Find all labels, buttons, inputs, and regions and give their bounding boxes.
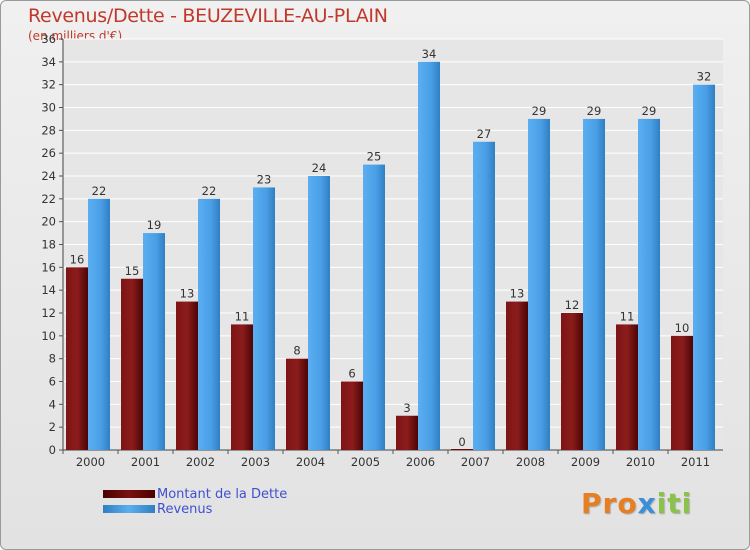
data-label-revenue: 32 [697,70,712,84]
y-tick-label: 24 [41,169,56,183]
data-label-debt: 13 [510,287,525,301]
x-tick-label: 2003 [241,455,270,469]
y-tick-label: 16 [41,260,56,274]
bar-debt [616,324,638,450]
data-label-debt: 11 [235,309,250,323]
bar-revenue [308,176,330,450]
bar-debt [561,313,583,450]
data-label-revenue: 29 [642,104,657,118]
bar-debt [176,301,198,450]
legend-swatch-revenue [103,505,155,513]
bar-revenue [253,187,275,450]
x-tick-label: 2011 [681,455,710,469]
legend-swatch-debt [103,490,155,498]
y-tick-label: 12 [41,306,56,320]
bar-debt [66,267,88,450]
data-label-revenue: 24 [312,161,327,175]
bar-debt [231,324,253,450]
y-tick-label: 30 [41,101,56,115]
y-tick-label: 10 [41,329,56,343]
y-tick-label: 20 [41,215,56,229]
data-label-debt: 15 [125,264,140,278]
legend-label-debt: Montant de la Dette [157,487,288,502]
y-tick-label: 26 [41,146,56,160]
data-label-revenue: 19 [147,218,162,232]
bar-revenue [693,84,715,451]
y-tick-label: 8 [49,352,56,366]
bar-revenue [198,198,220,450]
x-tick-label: 2004 [296,455,325,469]
bar-debt [671,335,693,450]
y-tick-label: 34 [41,55,56,69]
x-tick-label: 2002 [186,455,215,469]
data-label-debt: 16 [70,252,85,266]
bar-revenue [638,118,660,451]
bar-revenue [528,118,550,451]
x-tick-label: 2006 [406,455,435,469]
bar-revenue [418,61,440,450]
y-tick-label: 18 [41,238,56,252]
bar-revenue [143,233,165,450]
bar-revenue [363,164,385,451]
x-tick-label: 2000 [76,455,105,469]
bar-revenue [88,198,110,450]
data-label-debt: 11 [620,309,635,323]
data-label-debt: 6 [348,367,355,381]
bar-debt [341,381,363,450]
y-tick-label: 0 [49,443,56,457]
x-tick-label: 2005 [351,455,380,469]
data-label-debt: 13 [180,287,195,301]
y-tick-label: 4 [49,397,56,411]
bar-revenue [583,118,605,451]
bar-debt [396,415,418,450]
y-tick-label: 32 [41,78,56,92]
data-label-revenue: 22 [92,184,107,198]
bar-revenue [473,141,495,450]
data-label-debt: 10 [675,321,690,335]
x-tick-label: 2007 [461,455,490,469]
x-tick-label: 2009 [571,455,600,469]
data-label-debt: 12 [565,298,580,312]
data-label-debt: 8 [293,344,300,358]
x-tick-label: 2010 [626,455,655,469]
data-label-debt: 3 [403,401,410,415]
data-label-revenue: 34 [422,47,437,61]
bar-debt [121,278,143,450]
y-tick-label: 14 [41,283,56,297]
y-tick-label: 28 [41,123,56,137]
y-tick-label: 2 [49,420,56,434]
data-label-revenue: 29 [532,104,547,118]
y-tick-label: 6 [49,375,56,389]
proxiti-logo[interactable]: Proxiti [581,487,693,520]
bar-debt [451,449,473,450]
chart-title: Revenus/Dette - BEUZEVILLE-AU-PLAIN [28,5,388,27]
x-tick-label: 2008 [516,455,545,469]
bar-debt [286,358,308,450]
y-tick-label: 22 [41,192,56,206]
data-label-revenue: 23 [257,172,272,186]
x-tick-label: 2001 [131,455,160,469]
legend-label-revenue: Revenus [157,502,213,517]
data-label-revenue: 29 [587,104,602,118]
bar-debt [506,301,528,450]
data-label-revenue: 22 [202,184,217,198]
y-tick-label: 36 [41,32,56,46]
data-label-revenue: 27 [477,127,492,141]
data-label-debt: 0 [458,435,465,449]
data-label-revenue: 25 [367,150,382,164]
